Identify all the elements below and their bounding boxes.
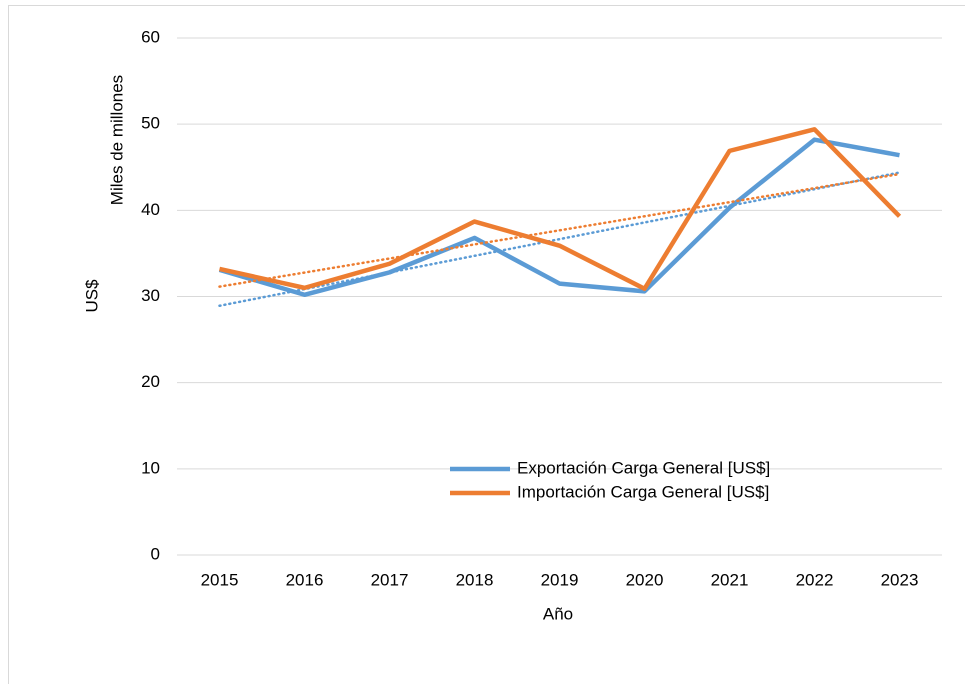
- y-axis-label: Miles de millones: [107, 75, 126, 205]
- x-tick-label: 2016: [286, 570, 324, 589]
- y-axis-label: US$: [82, 279, 101, 313]
- data-line: [218, 137, 900, 298]
- y-tick-label: 30: [141, 286, 160, 305]
- x-tick-label: 2023: [881, 570, 919, 589]
- x-tick-label: 2020: [626, 570, 664, 589]
- trendline: [218, 171, 901, 308]
- x-tick-label: 2019: [541, 570, 579, 589]
- x-axis-label: Año: [543, 604, 573, 623]
- legend-label: Importación Carga General [US$]: [517, 482, 769, 501]
- trendline: [218, 172, 901, 288]
- chart-frame: [8, 5, 965, 684]
- x-tick-label: 2021: [711, 570, 749, 589]
- x-tick-label: 2022: [796, 570, 834, 589]
- legend-label: Exportación Carga General [US$]: [517, 458, 770, 477]
- y-tick-label: 20: [141, 372, 160, 391]
- x-tick-label: 2017: [371, 570, 409, 589]
- y-tick-label: 60: [141, 27, 160, 46]
- x-tick-label: 2018: [456, 570, 494, 589]
- y-tick-label: 50: [141, 114, 160, 133]
- y-tick-label: 0: [151, 544, 160, 563]
- y-tick-label: 10: [141, 458, 160, 477]
- y-tick-label: 40: [141, 200, 160, 219]
- x-tick-label: 2015: [201, 570, 239, 589]
- data-line: [219, 127, 902, 291]
